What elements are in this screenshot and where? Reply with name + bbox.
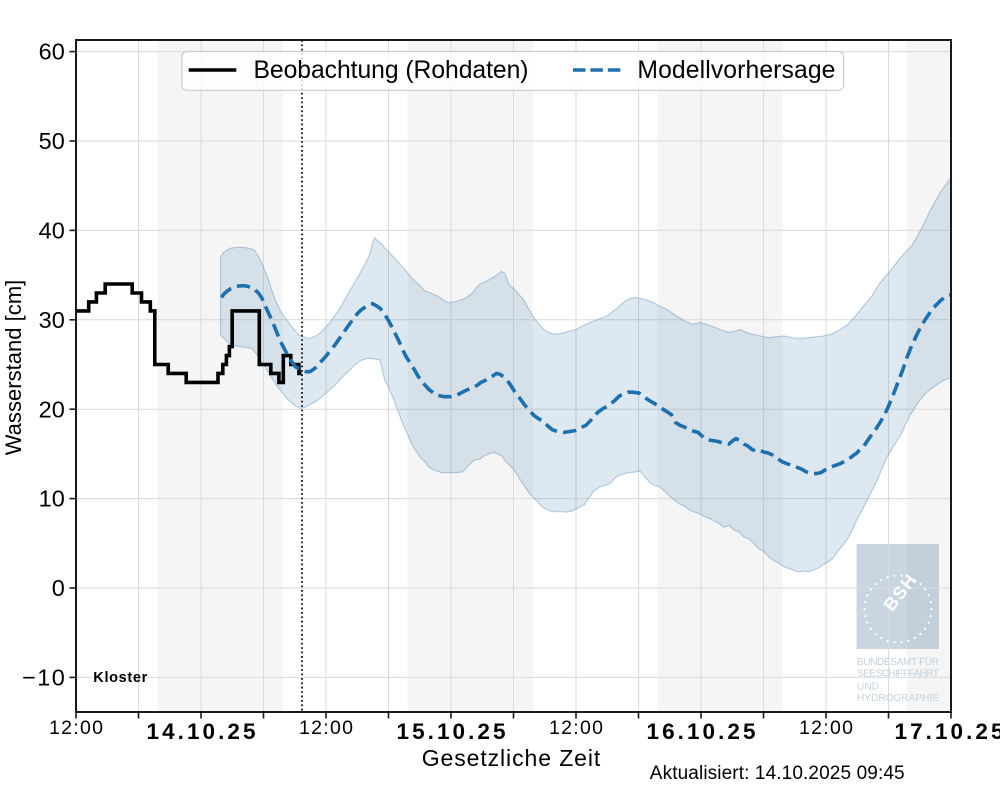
svg-text:20: 20 <box>39 396 65 422</box>
svg-text:Aktualisiert: 14.10.2025 09:45: Aktualisiert: 14.10.2025 09:45 <box>650 763 905 784</box>
svg-text:12:00: 12:00 <box>49 717 103 739</box>
svg-text:SEESCHIFFFAHRT: SEESCHIFFFAHRT <box>857 669 939 680</box>
svg-text:17.10.25: 17.10.25 <box>895 719 1000 744</box>
svg-text:12:00: 12:00 <box>549 717 603 739</box>
svg-text:12:00: 12:00 <box>799 717 853 739</box>
svg-text:40: 40 <box>39 218 65 244</box>
svg-text:Gesetzliche Zeit: Gesetzliche Zeit <box>422 745 601 771</box>
svg-text:10: 10 <box>39 486 65 512</box>
svg-text:0: 0 <box>52 575 65 601</box>
svg-text:50: 50 <box>39 128 65 154</box>
svg-text:Wasserstand [cm]: Wasserstand [cm] <box>1 280 26 456</box>
svg-text:Beobachtung (Rohdaten): Beobachtung (Rohdaten) <box>254 57 529 84</box>
svg-text:BUNDESAMT FÜR: BUNDESAMT FÜR <box>857 656 939 668</box>
svg-text:HYDROGRAPHIE: HYDROGRAPHIE <box>857 693 939 704</box>
svg-text:−10: −10 <box>22 665 65 691</box>
svg-text:Modellvorhersage: Modellvorhersage <box>637 57 835 84</box>
svg-text:30: 30 <box>39 307 65 333</box>
svg-text:12:00: 12:00 <box>299 717 353 739</box>
svg-text:UND: UND <box>857 682 879 693</box>
svg-text:Kloster: Kloster <box>93 670 147 686</box>
svg-text:60: 60 <box>39 39 65 65</box>
